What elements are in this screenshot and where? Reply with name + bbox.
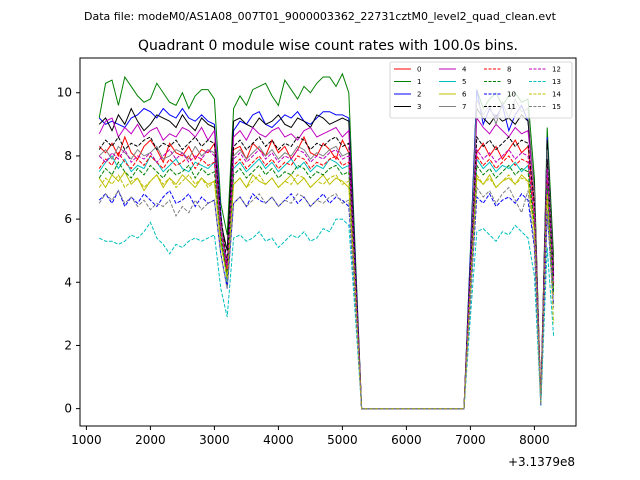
y-tick-label: 10 (57, 86, 72, 100)
legend-label-15: 15 (552, 103, 561, 111)
y-tick-label: 6 (64, 212, 72, 226)
series-line-6 (98, 170, 555, 410)
series-line-4 (98, 116, 555, 410)
suptitle: Data file: modeM0/AS1A08_007T01_90000033… (84, 10, 557, 23)
legend-label-3: 3 (417, 103, 421, 111)
legend-label-9: 9 (507, 78, 511, 86)
legend-frame (389, 61, 573, 119)
series-line-13 (98, 218, 555, 410)
series-line-15 (98, 186, 555, 410)
series-line-11 (98, 135, 555, 410)
x-tick-label: 3000 (199, 433, 230, 447)
legend-label-8: 8 (507, 66, 511, 74)
series-line-8 (98, 151, 555, 410)
x-tick-label: 6000 (391, 433, 422, 447)
x-tick-label: 5000 (327, 433, 358, 447)
x-axis: 1000 2000 3000 4000 5000 6000 7000 8000 (71, 426, 550, 447)
x-tick-label: 8000 (519, 433, 550, 447)
chart-title: Quadrant 0 module wise count rates with … (138, 38, 518, 54)
series-line-10 (98, 189, 555, 410)
legend-label-14: 14 (552, 91, 561, 99)
y-tick-label: 2 (64, 338, 72, 352)
legend-label-7: 7 (462, 103, 466, 111)
series-line-5 (98, 155, 555, 410)
legend-label-4: 4 (462, 66, 467, 74)
legend-label-2: 2 (417, 91, 421, 99)
x-tick-label: 4000 (263, 433, 294, 447)
legend-label-11: 11 (507, 103, 516, 111)
legend-label-13: 13 (552, 78, 561, 86)
legend-label-1: 1 (417, 78, 421, 86)
plot-area-frame (79, 57, 577, 427)
series-line-9 (98, 161, 555, 410)
legend-label-5: 5 (462, 78, 466, 86)
plot-lines (98, 72, 555, 410)
x-tick-label: 7000 (455, 433, 486, 447)
y-tick-label: 0 (64, 402, 72, 416)
series-line-12 (98, 148, 555, 410)
x-tick-label: 1000 (71, 433, 102, 447)
series-line-14 (98, 173, 555, 410)
y-tick-label: 8 (64, 149, 72, 163)
y-axis: 0 2 4 6 8 10 (57, 86, 80, 416)
legend-label-0: 0 (417, 66, 421, 74)
legend-label-10: 10 (507, 91, 516, 99)
legend-label-6: 6 (462, 91, 467, 99)
y-tick-label: 4 (64, 275, 72, 289)
x-tick-label: 2000 (135, 433, 166, 447)
x-offset-label: +3.1379e8 (508, 455, 575, 469)
legend-label-12: 12 (552, 66, 561, 74)
